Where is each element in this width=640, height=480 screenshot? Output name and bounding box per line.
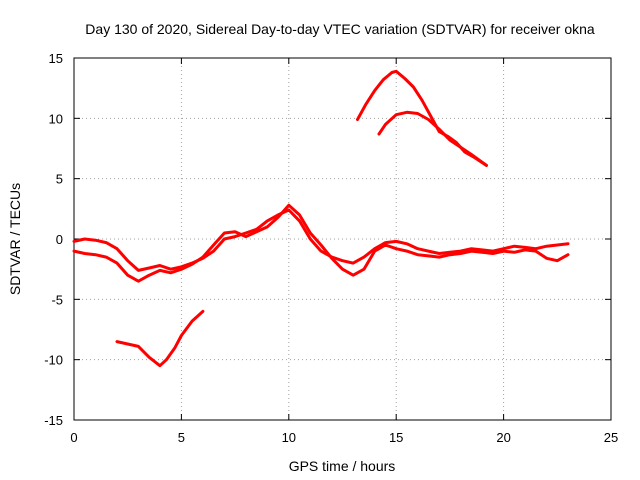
- series-line-arc-5: [377, 110, 488, 167]
- y-tick-label: 10: [49, 111, 63, 126]
- x-tick-label: 0: [70, 430, 77, 445]
- x-tick-labels: 0 5 10 15 20 25: [70, 430, 618, 445]
- x-tick-label: 25: [604, 430, 618, 445]
- grid: [74, 58, 611, 420]
- x-axis-title: GPS time / hours: [289, 458, 396, 474]
- y-tick-label: 15: [49, 51, 63, 66]
- series-line-arc-2: [72, 203, 570, 283]
- chart-title: Day 130 of 2020, Sidereal Day-to-day VTE…: [85, 21, 595, 37]
- y-tick-label: 0: [56, 232, 63, 247]
- x-tick-label: 10: [282, 430, 296, 445]
- y-tick-label: -15: [44, 413, 63, 428]
- x-tick-label: 15: [389, 430, 403, 445]
- series-line-arc-1: [72, 208, 570, 272]
- series-group: [72, 69, 570, 368]
- series-line-arc-3: [115, 309, 205, 368]
- y-tick-labels: -15 -10 -5 0 5 10 15: [44, 51, 63, 428]
- x-tick-label: 5: [178, 430, 185, 445]
- y-tick-label: 5: [56, 172, 63, 187]
- x-tick-label: 20: [496, 430, 510, 445]
- y-tick-label: -10: [44, 353, 63, 368]
- y-tick-label: -5: [51, 292, 63, 307]
- y-axis-title: SDTVAR / TECUs: [7, 183, 23, 295]
